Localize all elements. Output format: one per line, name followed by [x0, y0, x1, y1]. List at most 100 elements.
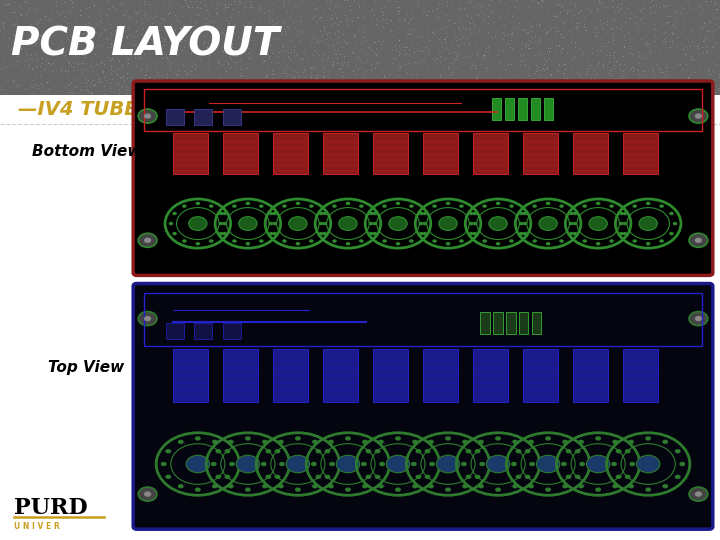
- Point: [366, 60, 377, 69]
- Point: [384, 70, 396, 78]
- Circle shape: [629, 462, 635, 466]
- Point: [420, 11, 431, 19]
- Bar: [473, 349, 508, 402]
- Point: [673, 85, 685, 93]
- Point: [186, 62, 197, 71]
- Point: [369, 0, 381, 5]
- Point: [36, 59, 48, 68]
- Point: [411, 58, 423, 66]
- Point: [701, 47, 713, 56]
- Point: [0, 19, 9, 28]
- Circle shape: [195, 488, 201, 492]
- Point: [266, 66, 277, 75]
- Point: [105, 69, 117, 77]
- Point: [700, 0, 711, 5]
- Point: [184, 83, 195, 91]
- Point: [676, 87, 688, 96]
- Point: [207, 29, 218, 37]
- Point: [121, 69, 132, 78]
- Point: [675, 82, 687, 90]
- Point: [191, 19, 202, 28]
- Point: [255, 86, 266, 95]
- Circle shape: [689, 487, 708, 501]
- Circle shape: [623, 212, 627, 215]
- Circle shape: [495, 436, 501, 441]
- Point: [350, 61, 361, 70]
- Point: [34, 35, 45, 44]
- Circle shape: [466, 475, 472, 479]
- Point: [711, 4, 720, 13]
- Point: [587, 83, 598, 91]
- Point: [202, 65, 213, 73]
- Circle shape: [166, 475, 171, 479]
- Point: [312, 36, 323, 45]
- Point: [471, 72, 482, 81]
- Point: [347, 32, 359, 41]
- Point: [112, 80, 123, 89]
- Point: [240, 32, 252, 40]
- Point: [686, 36, 698, 45]
- Point: [576, 50, 588, 58]
- Circle shape: [315, 449, 321, 454]
- Point: [390, 53, 401, 62]
- Circle shape: [496, 202, 500, 205]
- Point: [71, 38, 83, 46]
- Circle shape: [469, 212, 474, 215]
- Point: [340, 83, 351, 91]
- Point: [347, 0, 359, 8]
- Point: [654, 90, 666, 98]
- Point: [314, 13, 325, 22]
- Point: [95, 58, 107, 67]
- Point: [258, 28, 270, 37]
- Point: [364, 44, 376, 53]
- Point: [498, 78, 510, 86]
- Circle shape: [572, 222, 577, 225]
- Point: [105, 39, 117, 48]
- Point: [618, 36, 630, 44]
- Point: [229, 21, 240, 30]
- Point: [608, 39, 619, 48]
- Point: [168, 45, 179, 53]
- Point: [278, 88, 289, 97]
- Point: [240, 75, 252, 84]
- Point: [428, 65, 440, 74]
- Point: [294, 36, 306, 44]
- Point: [442, 64, 454, 73]
- Point: [123, 13, 135, 22]
- Circle shape: [646, 242, 650, 245]
- Point: [331, 13, 343, 22]
- Point: [70, 15, 81, 24]
- Point: [297, 68, 308, 76]
- Point: [390, 0, 402, 5]
- Point: [91, 71, 103, 79]
- Point: [218, 4, 230, 13]
- Point: [135, 14, 146, 23]
- Point: [431, 26, 443, 35]
- Point: [289, 87, 300, 96]
- Point: [58, 6, 69, 15]
- Point: [325, 80, 336, 89]
- Circle shape: [269, 232, 274, 235]
- Point: [616, 90, 628, 99]
- Point: [593, 0, 605, 6]
- Point: [502, 30, 513, 38]
- Point: [442, 63, 454, 71]
- Point: [595, 33, 607, 42]
- Circle shape: [525, 475, 531, 479]
- Point: [431, 53, 442, 62]
- Point: [601, 16, 613, 25]
- Point: [240, 84, 251, 93]
- Point: [130, 48, 141, 57]
- Circle shape: [578, 484, 584, 488]
- Point: [166, 20, 177, 29]
- Point: [238, 76, 250, 85]
- Point: [534, 86, 546, 95]
- Point: [504, 80, 516, 89]
- Point: [279, 19, 291, 28]
- Point: [104, 84, 116, 92]
- Point: [348, 49, 359, 58]
- Circle shape: [425, 475, 431, 479]
- Point: [45, 59, 57, 68]
- Point: [554, 47, 566, 56]
- Point: [358, 70, 369, 78]
